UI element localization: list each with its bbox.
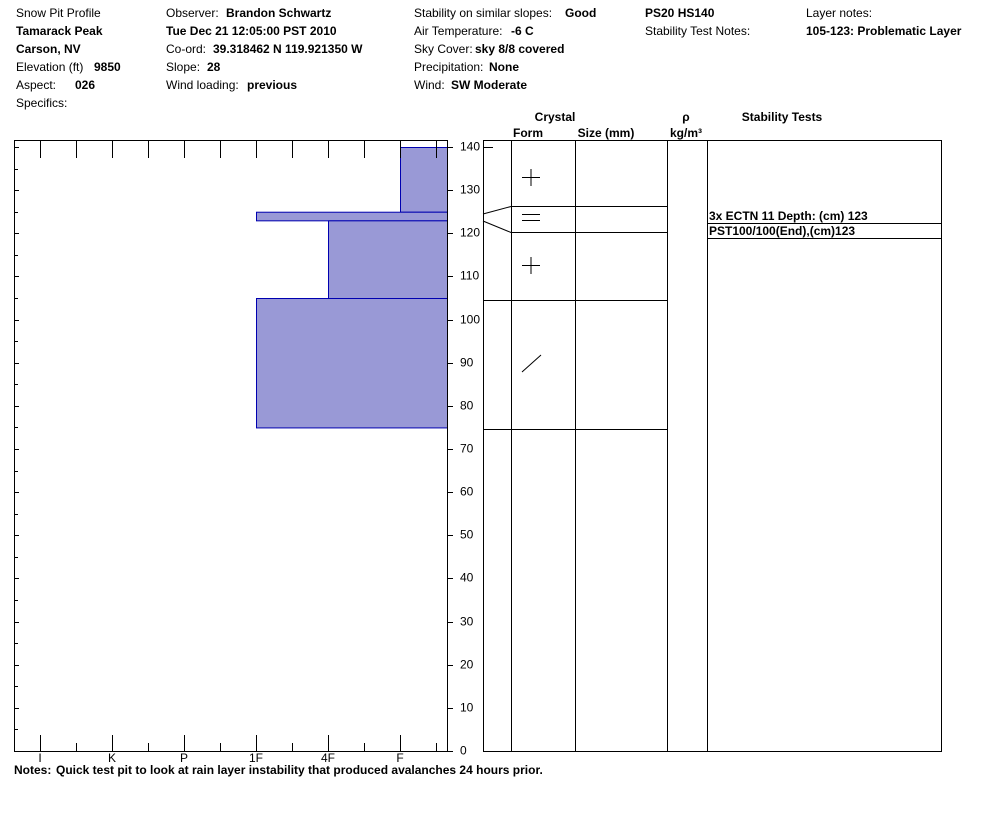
title: Snow Pit Profile bbox=[16, 6, 101, 20]
x-tick-label: 1F bbox=[249, 751, 263, 765]
y-tick-label: 100 bbox=[460, 313, 480, 327]
plot-frame bbox=[14, 140, 448, 752]
column-head: Crystal bbox=[535, 110, 576, 124]
x-tick-label: 4F bbox=[321, 751, 335, 765]
value: 39.318462 N 119.921350 W bbox=[213, 42, 363, 56]
y-tick-label: 140 bbox=[460, 140, 480, 154]
column-head: ρ bbox=[682, 110, 689, 124]
date: Tue Dec 21 12:05:00 PST 2010 bbox=[166, 24, 337, 38]
test-row: PST100/100(End),(cm)123 bbox=[709, 224, 855, 238]
y-tick-label: 130 bbox=[460, 183, 480, 197]
label: Stability Test Notes: bbox=[645, 24, 750, 38]
column-head: Size (mm) bbox=[578, 126, 635, 140]
grain-table: Crystal Form Size (mm) ρ kg/m³ Stability… bbox=[482, 110, 942, 752]
hardness-bar bbox=[256, 211, 448, 222]
label: Slope: bbox=[166, 60, 200, 74]
hardness-bar bbox=[328, 220, 448, 299]
value: None bbox=[489, 60, 519, 74]
column-head: kg/m³ bbox=[670, 126, 702, 140]
value: Brandon Schwartz bbox=[226, 6, 331, 20]
notes-text: Quick test pit to look at rain layer ins… bbox=[56, 763, 543, 777]
y-tick-label: 0 bbox=[460, 744, 467, 758]
y-tick-label: 40 bbox=[460, 571, 474, 585]
table-frame bbox=[483, 140, 942, 752]
value: -6 C bbox=[511, 24, 534, 38]
label: Wind: bbox=[414, 78, 445, 92]
x-tick-label: F bbox=[396, 751, 403, 765]
x-tick-label: I bbox=[38, 751, 41, 765]
value: SW Moderate bbox=[451, 78, 527, 92]
label: Layer notes: bbox=[806, 6, 872, 20]
column-head: Form bbox=[513, 126, 543, 140]
value: previous bbox=[247, 78, 297, 92]
region: Carson, NV bbox=[16, 42, 81, 56]
y-tick-label: 30 bbox=[460, 615, 474, 629]
y-tick-label: 20 bbox=[460, 658, 474, 672]
hardness-bar bbox=[400, 147, 448, 213]
value: sky 8/8 covered bbox=[475, 42, 564, 56]
value: 9850 bbox=[94, 60, 121, 74]
hardness-bar bbox=[256, 298, 448, 429]
label: Sky Cover: bbox=[414, 42, 473, 56]
header: Snow Pit Profile Tamarack Peak Carson, N… bbox=[16, 6, 962, 110]
ps: PS20 HS140 bbox=[645, 6, 715, 20]
label: Specifics: bbox=[16, 96, 67, 110]
notes-label: Notes: bbox=[14, 763, 51, 777]
hardness-plot: I K P 1F 4F F 0 10 20 30 40 50 60 70 80 90 100 110 120 130 1… bbox=[14, 140, 480, 765]
y-tick-label: 60 bbox=[460, 485, 474, 499]
location: Tamarack Peak bbox=[16, 24, 103, 38]
label: Stability on similar slopes: bbox=[414, 6, 552, 20]
value: 026 bbox=[75, 78, 95, 92]
label: Observer: bbox=[166, 6, 219, 20]
test-row: 3x ECTN 11 Depth: (cm) 123 bbox=[709, 209, 868, 223]
y-tick-label: 80 bbox=[460, 399, 474, 413]
label: Aspect: bbox=[16, 78, 56, 92]
column-head: Stability Tests bbox=[742, 110, 823, 124]
layer-lines bbox=[482, 206, 667, 430]
label: Air Temperature: bbox=[414, 24, 502, 38]
value: 28 bbox=[207, 60, 221, 74]
value: Good bbox=[565, 6, 596, 20]
y-tick-label: 50 bbox=[460, 528, 474, 542]
y-tick-label: 10 bbox=[460, 701, 474, 715]
y-tick-label: 120 bbox=[460, 226, 480, 240]
x-tick-label: P bbox=[180, 751, 188, 765]
value: 105-123: Problematic Layer bbox=[806, 24, 962, 38]
y-tick-label: 110 bbox=[460, 269, 479, 283]
crystal-symbols bbox=[521, 169, 542, 373]
label: Precipitation: bbox=[414, 60, 483, 74]
y-tick-label: 70 bbox=[460, 442, 474, 456]
label: Co-ord: bbox=[166, 42, 206, 56]
x-tick-label: K bbox=[108, 751, 116, 765]
label: Elevation (ft) bbox=[16, 60, 83, 74]
y-tick-label: 90 bbox=[460, 356, 474, 370]
label: Wind loading: bbox=[166, 78, 239, 92]
